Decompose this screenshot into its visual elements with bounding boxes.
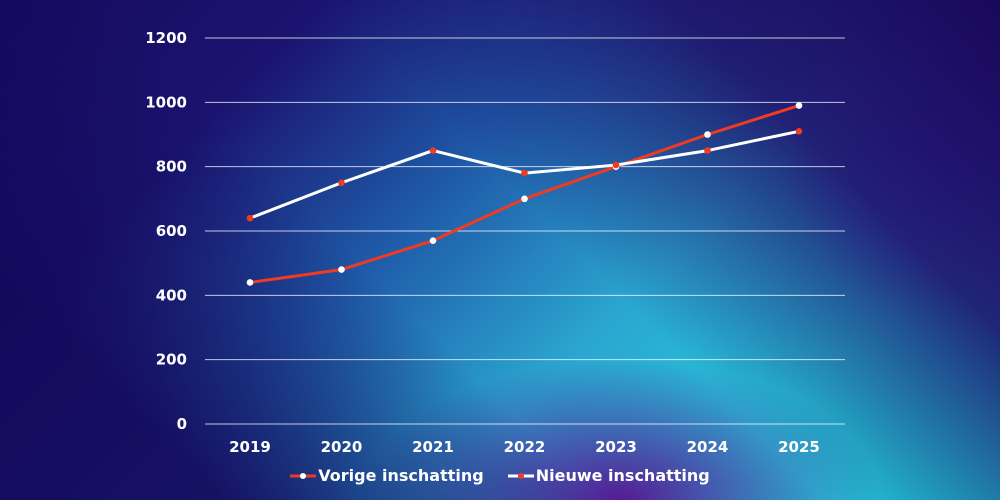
y-tick-label: 1000 [145,93,187,111]
data-point [429,147,437,154]
y-axis: 0 200 400 600 800 1000 1200 [145,29,187,433]
data-point [795,127,803,135]
x-tick-label: 2020 [321,438,363,456]
legend: Vorige inschatting Nieuwe inschatting [0,466,1000,485]
y-tick-label: 1200 [145,29,187,47]
series-0 [246,102,803,286]
x-tick-label: 2022 [504,438,546,456]
x-tick-label: 2023 [595,438,637,456]
data-point [429,237,437,244]
series-1 [246,127,803,222]
y-tick-label: 200 [156,351,187,369]
data-point [521,169,528,177]
x-tick-label: 2025 [778,438,820,456]
legend-label: Vorige inschatting [318,466,484,485]
legend-item-vorige[interactable]: Vorige inschatting [290,466,484,485]
y-tick-label: 0 [177,415,187,433]
grid [205,37,845,425]
data-point [338,179,345,187]
data-point [612,161,620,169]
series [246,102,803,286]
y-tick-label: 600 [156,222,187,240]
legend-marker-nieuwe [507,472,534,479]
legend-item-nieuwe[interactable]: Nieuwe inschatting [507,466,710,485]
data-point [338,266,345,273]
x-axis: 2019 2020 2021 2022 2023 2024 2025 [229,438,820,456]
data-point [704,147,711,154]
y-tick-label: 400 [156,286,187,304]
series-line [249,104,800,284]
data-point [246,279,254,286]
x-tick-label: 2019 [229,438,271,456]
legend-marker-vorige [290,472,317,479]
data-point [246,214,254,222]
data-point [521,195,528,203]
legend-label: Nieuwe inschatting [535,466,710,485]
x-tick-label: 2024 [687,438,729,456]
data-point [704,131,711,138]
x-tick-label: 2021 [412,438,454,456]
y-tick-label: 800 [156,158,187,176]
data-point [795,102,803,109]
